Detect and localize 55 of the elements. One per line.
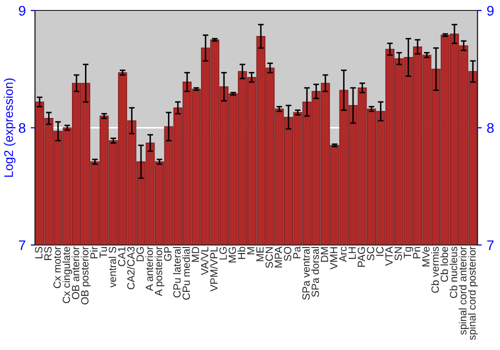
x-tick-label: Cb vermis: [431, 246, 439, 293]
x-tick-label: spinal cord posterior: [468, 246, 478, 340]
x-tick-label: LG: [219, 247, 227, 260]
x-tick-label: IC: [376, 246, 384, 256]
y-tick-label: 9: [18, 6, 26, 16]
x-tick-label: VMH: [330, 247, 338, 270]
x-tick-label: DG: [136, 247, 144, 262]
y2-tick-label: 8: [487, 123, 494, 133]
y-axis-title: Log2 (expression): [4, 78, 16, 177]
x-tick-label: CPu medial: [182, 247, 190, 300]
y-tick-label: 7: [18, 240, 26, 250]
x-tick-label: CA1: [118, 246, 126, 266]
x-tick-label: SN: [394, 247, 402, 260]
y-tick-label: 8: [18, 123, 26, 133]
x-tick-label: LS: [35, 246, 42, 258]
x-tick-label: MPA: [274, 246, 282, 268]
x-tick-label: VA/VL: [200, 246, 208, 276]
x-tick-label: OB posterior: [80, 246, 91, 304]
x-tick-label: Cb lobe: [440, 246, 448, 282]
x-tick-label: SPa dorsal: [311, 247, 319, 297]
y2-tick-label: 7: [487, 240, 494, 250]
x-tick-label: LH: [348, 247, 356, 259]
x-tick-label: M: [247, 247, 254, 254]
x-tick-label: CPu lateral: [173, 247, 181, 298]
x-tick-label: Cx motor: [53, 246, 61, 288]
x-tick-label: SPa ventral: [302, 247, 310, 300]
x-tick-label: Tu: [100, 247, 107, 258]
x-tick-label: DM: [320, 247, 328, 262]
x-tick-label: SO: [284, 246, 292, 261]
x-tick-label: ME: [256, 246, 264, 262]
x-tick-label: MVe: [422, 246, 430, 266]
x-tick-label: Tg: [404, 247, 414, 258]
x-tick-label: spinal cord anterior: [458, 246, 469, 335]
x-tick-label: RS: [44, 246, 52, 260]
x-tick-label: OB anterior: [72, 246, 80, 300]
x-tick-label: VPM/VPL: [210, 246, 218, 292]
x-tick-label: MG: [228, 247, 236, 262]
x-tick-label: Cx cingulate: [62, 246, 72, 304]
x-tick-label: ventral S: [108, 246, 116, 288]
x-tick-label: PAG: [358, 247, 366, 267]
x-tick-label: SC: [366, 246, 374, 260]
x-tick-label: A posterior: [154, 246, 164, 296]
x-tick-label: Pn: [413, 247, 420, 258]
x-tick-label: A anterior: [145, 246, 154, 291]
x-tick-label: VTA: [385, 246, 393, 266]
x-tick-label: GP: [164, 246, 172, 261]
x-tick-label: MD: [192, 246, 200, 262]
x-tick-label: Arc: [339, 246, 347, 262]
x-tick-label: SCN: [266, 247, 273, 268]
x-tick-label: Pa: [293, 246, 301, 258]
y2-tick-label: 9: [487, 6, 494, 16]
x-tick-label: Pir: [90, 246, 98, 258]
x-tick-label: Hb: [238, 246, 246, 259]
x-tick-label: CA2/CA3: [126, 246, 135, 290]
x-tick-label: Cb nucleus: [450, 246, 458, 298]
